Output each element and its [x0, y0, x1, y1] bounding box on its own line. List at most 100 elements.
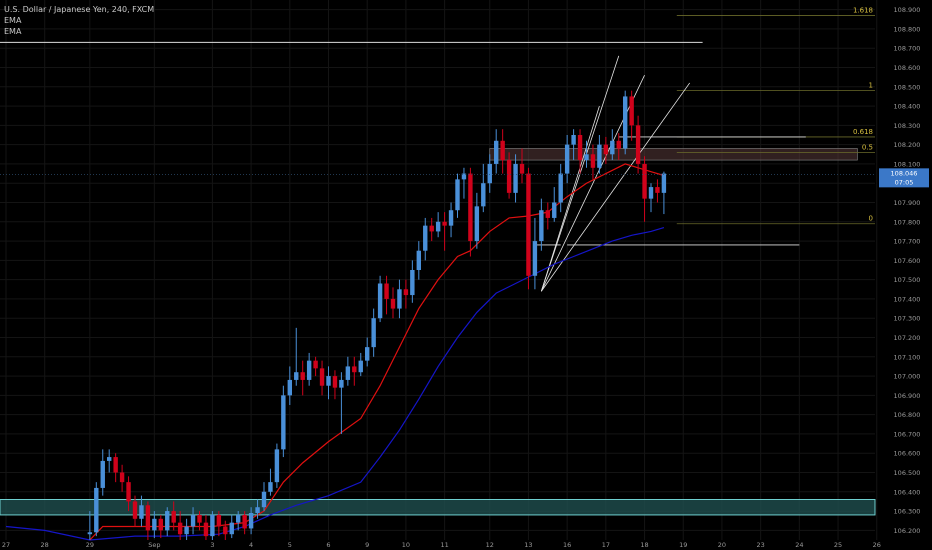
- current-price-label: 108.046: [891, 169, 918, 177]
- candle-body: [571, 135, 576, 145]
- candle-body: [539, 210, 544, 242]
- candle: [339, 372, 344, 434]
- candle-body: [558, 173, 563, 203]
- y-axis-tick-label: 106.300: [894, 508, 921, 516]
- candle: [345, 356, 351, 386]
- candle: [377, 275, 383, 323]
- candle-body: [281, 395, 286, 450]
- candle-body: [455, 179, 460, 211]
- candle-body: [635, 125, 641, 164]
- y-axis-tick-label: 106.400: [894, 488, 921, 496]
- x-axis-tick-label: 12: [486, 541, 494, 549]
- ema-legend-2: EMA: [4, 27, 22, 36]
- candle: [435, 212, 441, 238]
- candle-body: [629, 96, 634, 126]
- y-axis-tick-label: 108.300: [894, 122, 921, 130]
- candle: [287, 366, 292, 405]
- y-axis-tick-label: 106.800: [894, 411, 921, 419]
- candle: [261, 482, 267, 512]
- candle: [384, 275, 389, 315]
- candle: [629, 90, 634, 141]
- candle-body: [390, 298, 396, 309]
- candle-body: [274, 449, 280, 483]
- ema-fast-line: [89, 163, 665, 541]
- x-axis-tick-label: 17: [602, 541, 610, 549]
- ema-slow-line: [5, 226, 665, 541]
- candle: [642, 156, 647, 222]
- candle-body: [513, 163, 518, 193]
- candle-body: [365, 347, 370, 361]
- candle-body: [442, 221, 447, 226]
- candle: [390, 287, 396, 319]
- candle-body: [448, 210, 454, 226]
- x-axis-tick-label: 26: [873, 541, 881, 549]
- candle-body: [339, 379, 344, 388]
- candle-body: [242, 514, 247, 529]
- y-axis-tick-label: 107.700: [894, 238, 921, 246]
- price-tag: [879, 168, 929, 188]
- fib-level-label: 1.618: [853, 6, 873, 14]
- candle-body: [177, 522, 183, 535]
- candle-body: [577, 135, 583, 161]
- candle-body: [435, 221, 441, 232]
- candle-body: [545, 210, 550, 218]
- y-axis-tick-label: 106.900: [894, 392, 921, 400]
- x-axis-tick-label: 19: [679, 541, 687, 549]
- candle: [506, 152, 512, 199]
- candle: [448, 202, 454, 238]
- x-axis-tick-label: Sep: [148, 541, 160, 549]
- candle: [539, 198, 544, 251]
- candle: [171, 501, 176, 531]
- candle-body: [468, 173, 473, 242]
- candle: [410, 260, 415, 303]
- candle-body: [532, 241, 538, 276]
- candle-body: [190, 514, 196, 527]
- candle-body: [345, 366, 351, 380]
- y-axis-tick-label: 107.400: [894, 295, 921, 303]
- candle-body: [616, 140, 621, 149]
- candle: [313, 356, 318, 377]
- candle-body: [429, 225, 434, 232]
- candle: [526, 167, 531, 290]
- candle-body: [171, 511, 176, 523]
- y-axis-tick-label: 107.000: [894, 373, 921, 381]
- candle: [332, 370, 338, 400]
- candle: [564, 135, 570, 184]
- y-axis-tick-label: 108.200: [894, 141, 921, 149]
- y-axis-tick-label: 108.700: [894, 45, 921, 53]
- candle-body: [100, 460, 105, 488]
- y-axis-tick-label: 108.800: [894, 25, 921, 33]
- candle-body: [597, 144, 602, 168]
- candle: [416, 241, 421, 280]
- candle: [423, 217, 428, 261]
- candle: [326, 366, 331, 400]
- x-axis-tick-label: 6: [326, 541, 330, 549]
- candle-body: [474, 206, 480, 242]
- candle: [552, 187, 557, 222]
- fib-level-label: 1: [869, 82, 873, 90]
- candle: [184, 518, 189, 540]
- candle-body: [248, 513, 254, 529]
- candle: [94, 482, 99, 537]
- candle-body: [461, 173, 467, 180]
- candle: [242, 511, 247, 535]
- candle: [165, 507, 170, 537]
- x-axis-tick-label: 27: [2, 541, 10, 549]
- candle-body: [584, 154, 589, 161]
- candle: [268, 468, 273, 496]
- candle-body: [287, 379, 292, 396]
- candle-body: [642, 163, 647, 199]
- candle-body: [216, 514, 222, 527]
- candle: [584, 140, 589, 168]
- x-axis-tick-label: 9: [365, 541, 369, 549]
- candle: [365, 337, 370, 367]
- candle: [571, 129, 576, 161]
- x-axis-tick-label: 16: [563, 541, 571, 549]
- candle: [623, 90, 628, 155]
- candle: [274, 443, 280, 488]
- candle: [610, 129, 615, 161]
- candle-body: [319, 368, 325, 386]
- x-axis-tick-label: 11: [440, 541, 448, 549]
- candle-body: [481, 183, 486, 207]
